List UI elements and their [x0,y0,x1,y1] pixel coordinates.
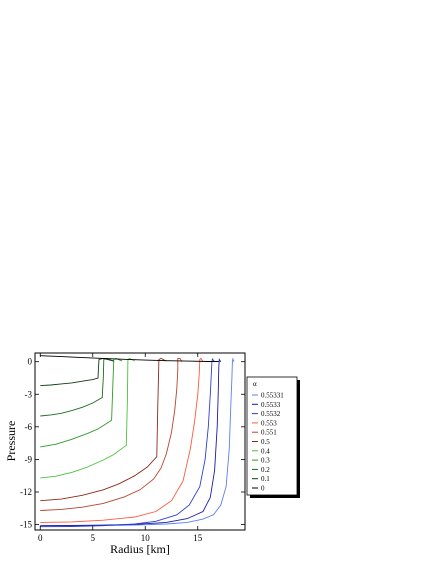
y-axis-title: Pressure [4,421,18,462]
legend-label: 0.5532 [261,410,281,418]
x-tick-label: 0 [38,533,43,543]
series-layer [40,355,235,528]
y-tick-label: -9 [25,454,33,464]
plot-frame [34,352,246,531]
legend-label: 0.5533 [261,401,281,409]
legend-label: 0 [261,485,265,493]
legend-label: 0.2 [261,466,270,474]
legend-box [246,376,298,496]
series-line-7 [40,357,123,448]
y-tick-label: -3 [25,389,33,399]
y-axis: 0 -3 -6 -9 -12 -15 [20,357,245,530]
x-tick-label: 15 [193,533,203,543]
legend-label: 0.55331 [261,392,284,400]
y-tick-label: -15 [20,520,32,530]
series-line-9 [40,357,114,387]
legend-label: 0.551 [261,429,277,437]
series-line-6 [40,357,136,479]
legend-label: 0.5 [261,438,270,446]
series-line-4 [40,357,183,511]
series-line-10 [40,355,219,362]
x-axis: 0 5 10 15 [38,353,203,543]
legend-title: α [253,380,257,388]
x-axis-title: Radius [km] [110,542,170,556]
y-tick-label: -6 [25,422,33,432]
x-tick-label: 5 [91,533,96,543]
y-tick-label: 0 [28,357,33,367]
x-tick-label: 10 [141,533,151,543]
y-tick-label: -12 [20,487,32,497]
series-line-5 [40,357,167,502]
series-line-0 [40,357,235,527]
legend-label: 0.4 [261,447,270,455]
series-line-2 [40,357,215,528]
legend-label: 0.3 [261,457,270,465]
series-line-1 [40,358,222,527]
series-line-8 [40,357,114,417]
legend-label: 0.1 [261,475,270,483]
legend-label: 0.553 [261,419,277,427]
